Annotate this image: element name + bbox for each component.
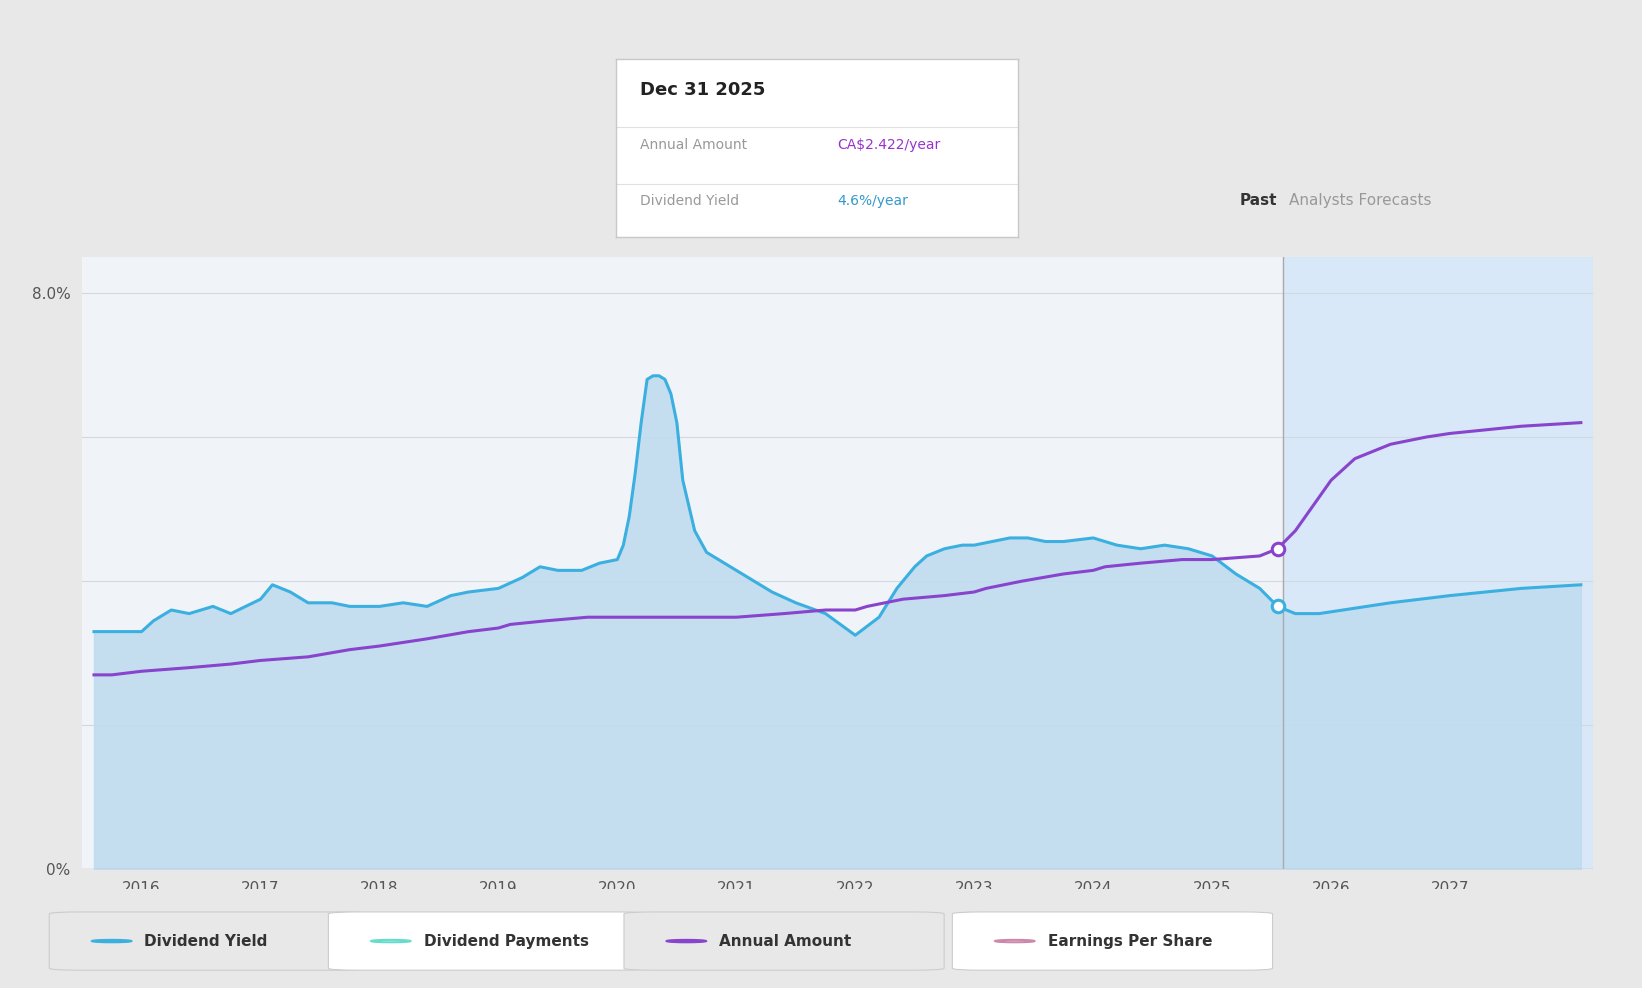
Text: CA$2.422/year: CA$2.422/year (837, 137, 941, 151)
FancyBboxPatch shape (49, 912, 369, 970)
FancyBboxPatch shape (624, 912, 944, 970)
Text: Earnings Per Share: Earnings Per Share (1048, 934, 1212, 948)
Circle shape (371, 940, 410, 943)
Text: Dec 31 2025: Dec 31 2025 (640, 81, 765, 99)
Text: Dividend Payments: Dividend Payments (424, 934, 588, 948)
Text: Annual Amount: Annual Amount (719, 934, 852, 948)
Circle shape (995, 940, 1034, 943)
Text: Annual Amount: Annual Amount (640, 137, 747, 151)
Text: Analysts Forecasts: Analysts Forecasts (1289, 193, 1432, 207)
Circle shape (92, 940, 131, 943)
FancyBboxPatch shape (328, 912, 649, 970)
Text: 4.6%/year: 4.6%/year (837, 195, 908, 208)
Text: Past: Past (1240, 193, 1277, 207)
Circle shape (667, 940, 706, 943)
Bar (1284, 257, 1593, 869)
Text: Dividend Yield: Dividend Yield (144, 934, 268, 948)
Text: Dividend Yield: Dividend Yield (640, 195, 739, 208)
FancyBboxPatch shape (952, 912, 1273, 970)
